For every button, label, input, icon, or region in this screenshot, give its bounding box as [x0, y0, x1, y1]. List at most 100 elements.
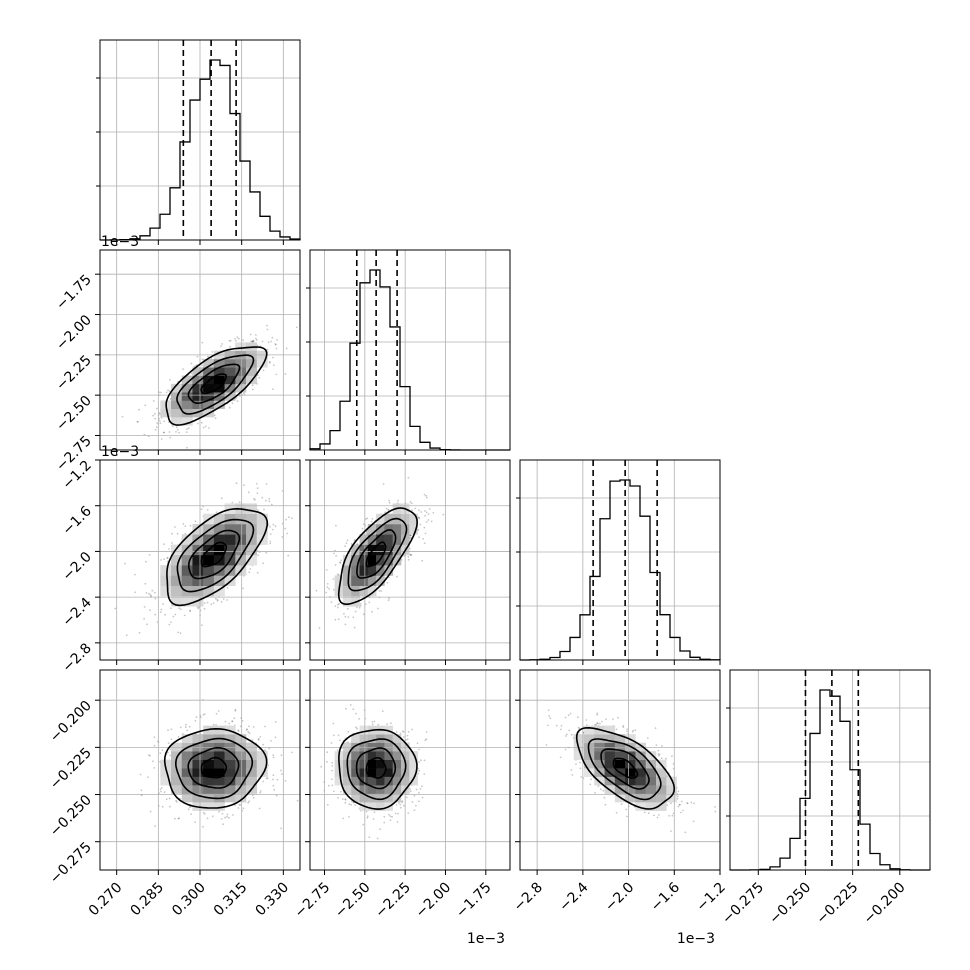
- density-cell: [342, 575, 352, 587]
- scatter-point: [255, 337, 257, 340]
- scatter-point: [210, 603, 213, 606]
- density-cell: [235, 544, 247, 556]
- scatter-point: [214, 597, 217, 600]
- scatter-point: [600, 788, 602, 790]
- scatter-point: [238, 501, 241, 503]
- scatter-point: [231, 501, 234, 504]
- scatter-point: [168, 797, 171, 800]
- scatter-point: [276, 339, 278, 341]
- density-cell: [256, 524, 268, 535]
- scatter-point: [285, 347, 288, 350]
- density-cell: [171, 565, 183, 576]
- scatter-point: [220, 497, 223, 500]
- scatter-point: [264, 725, 266, 728]
- density-cell: [213, 524, 225, 535]
- scatter-point: [158, 412, 161, 414]
- scatter-point: [568, 729, 571, 732]
- scatter-point: [248, 571, 251, 574]
- scatter-point: [328, 784, 330, 787]
- scatter-point: [355, 712, 357, 715]
- scatter-point: [165, 391, 168, 394]
- scatter-point: [344, 545, 346, 547]
- scatter-point: [318, 627, 321, 629]
- scatter-point: [215, 511, 218, 514]
- scatter-point: [274, 525, 277, 528]
- scatter-point: [270, 740, 272, 742]
- density-cell: [376, 575, 385, 587]
- scatter-point: [249, 333, 252, 336]
- density-cell: [213, 785, 225, 794]
- density-cell: [171, 408, 183, 418]
- density-cell: [203, 358, 215, 368]
- scatter-point: [358, 718, 360, 720]
- scatter-point: [284, 373, 287, 375]
- scatter-point: [176, 532, 179, 535]
- scatter-point: [145, 592, 148, 594]
- scatter-point: [261, 340, 264, 343]
- scatter-point: [381, 710, 384, 713]
- density-cell: [171, 383, 183, 393]
- scatter-point: [225, 815, 228, 818]
- density-cell: [181, 417, 193, 426]
- scatter-point: [388, 597, 390, 600]
- scatter-point: [682, 809, 684, 812]
- scatter-point: [134, 573, 136, 576]
- scatter-point: [235, 482, 238, 485]
- scatter-point: [212, 723, 215, 726]
- scatter-point: [256, 487, 259, 489]
- scatter-point: [281, 536, 284, 538]
- scatter-point: [272, 754, 275, 756]
- scatter-point: [371, 610, 373, 613]
- scatter-point: [255, 483, 258, 485]
- scatter-point: [231, 720, 234, 723]
- scatter-point: [328, 587, 330, 590]
- scatter-point: [348, 803, 351, 806]
- scatter-point: [258, 807, 261, 810]
- scatter-point: [425, 494, 428, 497]
- scatter-point: [168, 548, 170, 550]
- scatter-point: [366, 532, 368, 535]
- scatter-point: [428, 508, 431, 510]
- density-cell: [224, 375, 236, 385]
- scatter-point: [407, 731, 410, 733]
- scatter-point: [159, 752, 162, 755]
- scatter-point: [187, 427, 190, 430]
- scatter-point: [154, 613, 157, 616]
- scatter-point: [269, 525, 271, 528]
- scatter-point: [237, 729, 240, 732]
- density-cell: [171, 596, 183, 607]
- scatter-point: [163, 791, 166, 794]
- scatter-point: [390, 722, 392, 725]
- scatter-point: [420, 759, 422, 762]
- density-cell: [376, 544, 385, 556]
- scatter-point: [216, 598, 219, 601]
- scatter-point: [160, 417, 163, 419]
- scatter-point: [235, 397, 238, 400]
- scatter-point: [238, 804, 241, 806]
- scatter-point: [252, 726, 255, 728]
- scatter-point: [256, 492, 259, 494]
- density-cell: [224, 565, 236, 576]
- scatter-point: [160, 790, 162, 793]
- scatter-point: [425, 511, 428, 514]
- scatter-point: [166, 557, 169, 559]
- scatter-point: [146, 623, 148, 626]
- density-cell: [181, 534, 193, 545]
- scatter-point: [234, 708, 237, 711]
- density-cell: [181, 759, 193, 769]
- density-cell: [203, 802, 215, 811]
- scatter-point: [330, 601, 333, 604]
- density-cell: [181, 554, 193, 566]
- scatter-point: [395, 804, 398, 806]
- scatter-point: [153, 744, 156, 747]
- scatter-point: [197, 607, 200, 610]
- density-cell: [351, 544, 360, 556]
- scatter-point: [397, 812, 399, 815]
- scatter-point: [366, 531, 368, 534]
- density-cell: [171, 575, 183, 587]
- scatter-point: [693, 802, 695, 805]
- scatter-point: [338, 602, 340, 605]
- scatter-point: [264, 749, 266, 752]
- scatter-point: [178, 817, 181, 820]
